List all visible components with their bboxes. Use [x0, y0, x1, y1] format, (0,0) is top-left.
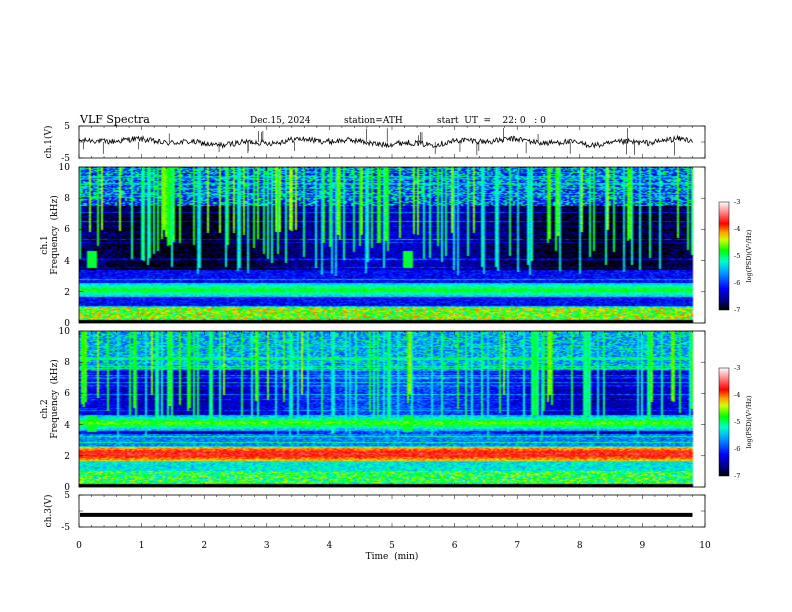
xtick-7: 7 [514, 541, 520, 551]
ch1-colorbar-tick-m5: -5 [734, 252, 740, 260]
ch1-colorbar-scale [718, 201, 730, 311]
ch1-waveform-panel: 5 -5 ch.1(V) [43, 122, 706, 164]
ch2-spec-ytick-6: 6 [64, 389, 70, 399]
ch2-spec-ytick-0: 0 [64, 483, 70, 493]
ch2-colorbar-label: log(PSD)(V²/Hz) [745, 395, 753, 448]
ch1-ytick-neg5: -5 [61, 154, 70, 164]
figure-title: VLF Spectra [79, 113, 150, 126]
ch3-ytick-neg5: -5 [61, 523, 70, 533]
ch2-spec-ytick-2: 2 [64, 452, 70, 462]
ch2-colorbar-tick-m3: -3 [734, 364, 740, 372]
ch1-spec-ytick-4: 4 [64, 257, 70, 267]
xtick-0: 0 [76, 541, 82, 551]
xtick-6: 6 [452, 541, 458, 551]
date-label: Dec.15, 2024 [250, 116, 311, 126]
ch1-waveform-ticks [78, 125, 706, 159]
ch2-spectrogram-ticks [78, 330, 706, 488]
ch1-spec-ytick-6: 6 [64, 225, 70, 235]
ch1-waveform-spikes [83, 127, 675, 156]
ch2-spectrogram-panel: 0 2 4 6 8 10 ch.2 Frequency (kHz) -3 -4 … [40, 327, 753, 493]
ch2-spec-ytick-4: 4 [64, 421, 70, 431]
ch1-waveform-line [78, 134, 693, 150]
ch1-colorbar-tick-m3: -3 [734, 198, 740, 206]
ch3-ytick-5: 5 [64, 491, 70, 501]
ch1-spec-ytick-2: 2 [64, 288, 70, 298]
ch1-colorbar: -3 -4 -5 -6 -7 log(PSD)(V²/Hz) [718, 198, 753, 314]
ch1-spec-ytick-8: 8 [64, 194, 70, 204]
ch2-colorbar-tick-m6: -6 [734, 445, 740, 453]
ch1-spec-ylabel-frequency: Frequency (kHz) [49, 195, 60, 274]
ch1-ylabel: ch.1(V) [43, 126, 54, 159]
xtick-1: 1 [139, 541, 145, 551]
ch2-spec-ytick-8: 8 [64, 358, 70, 368]
ch2-colorbar-scale [718, 367, 730, 477]
ch1-ytick-5: 5 [64, 122, 70, 132]
ch2-colorbar: -3 -4 -5 -6 -7 log(PSD)(V²/Hz) [718, 364, 753, 480]
ch3-ylabel: ch.3(V) [43, 495, 54, 528]
start-ut-label: start UT = 22: 0 : 0 [437, 116, 546, 126]
ch2-colorbar-tick-m7: -7 [734, 472, 740, 480]
ch2-spectrogram-image [79, 331, 705, 487]
ch2-spec-ylabel-frequency: Frequency (kHz) [49, 359, 60, 438]
xtick-10: 10 [699, 541, 711, 551]
ch1-colorbar-label: log(PSD)(V²/Hz) [745, 229, 753, 282]
ch3-waveform-ticks [78, 494, 706, 528]
ch2-colorbar-tick-m4: -4 [734, 391, 740, 399]
ch1-spectrogram-image [79, 167, 705, 323]
xtick-3: 3 [264, 541, 270, 551]
ch2-spec-ylabel-channel: ch.2 [40, 399, 50, 418]
ch2-colorbar-tick-m5: -5 [734, 418, 740, 426]
ch1-spectrogram-ticks [78, 166, 706, 324]
ch1-spec-ylabel-channel: ch.1 [40, 235, 50, 254]
xtick-2: 2 [201, 541, 207, 551]
xtick-9: 9 [640, 541, 646, 551]
ch1-spec-ytick-0: 0 [64, 319, 70, 329]
ch1-colorbar-tick-m7: -7 [734, 306, 740, 314]
ch2-spec-ytick-10: 10 [59, 327, 71, 337]
xtick-5: 5 [389, 541, 395, 551]
ch1-spectrogram-panel: 0 2 4 6 8 10 ch.1 Frequency (kHz) -3 -4 … [40, 163, 753, 329]
ch1-colorbar-tick-m6: -6 [734, 279, 740, 287]
xtick-8: 8 [577, 541, 583, 551]
xtick-4: 4 [327, 541, 333, 551]
ch1-spec-ytick-10: 10 [59, 163, 71, 173]
station-label: station=ATH [344, 116, 403, 126]
ch1-colorbar-tick-m4: -4 [734, 225, 740, 233]
x-axis: 0 1 2 3 4 5 6 7 8 9 10 Time (min) [76, 541, 711, 562]
ch3-waveform-panel: 5 -5 ch.3(V) [43, 491, 706, 533]
ch3-waveform-frame [78, 494, 706, 528]
x-axis-label: Time (min) [366, 551, 419, 562]
